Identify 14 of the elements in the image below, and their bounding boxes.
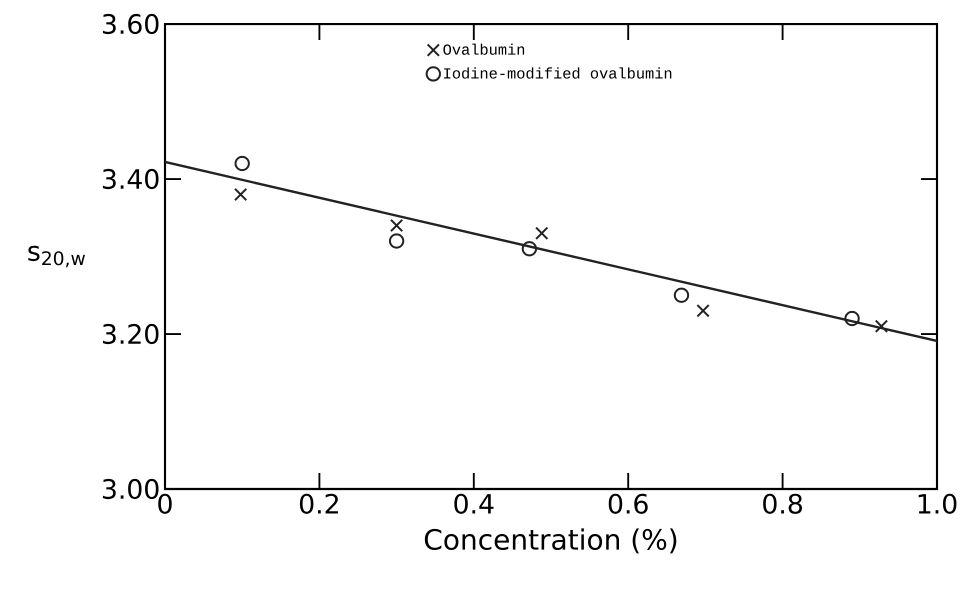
y-tick-label: 3.20	[102, 324, 159, 344]
legend-label: Iodine-modified ovalbumin	[444, 67, 672, 79]
y-axis-title: s$_{20,w}$	[28, 246, 85, 268]
y-tick-label: 3.00	[102, 478, 159, 500]
x-tick-label: 0.8	[763, 494, 802, 514]
x-tick-label: 0.2	[300, 494, 338, 514]
legend-label: Ovalbumin	[443, 44, 524, 55]
y-tick-label: 3.40	[102, 168, 159, 190]
x-tick-label: 0.4	[454, 494, 494, 514]
x-tick-label: 1.0	[918, 494, 956, 514]
x-tick-label: 0	[158, 494, 172, 514]
y-tick-label: 3.60	[102, 14, 159, 34]
x-axis-title: Concentration (%)	[424, 528, 676, 554]
x-tick-label: 0.6	[608, 494, 648, 514]
